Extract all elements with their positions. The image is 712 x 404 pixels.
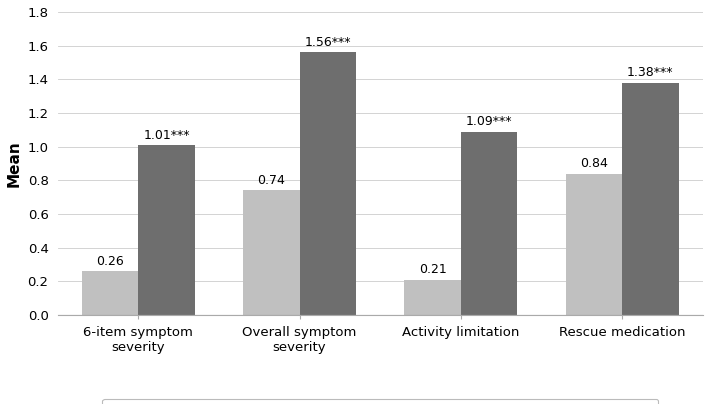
Bar xyxy=(138,145,195,315)
Text: 0.26: 0.26 xyxy=(96,255,124,268)
Text: 1.09***: 1.09*** xyxy=(466,115,513,128)
Bar xyxy=(566,174,622,315)
Text: 0.84: 0.84 xyxy=(580,157,608,170)
Legend: E-RS symptom score ≤ sample median, E-RS symptom score > sample median: E-RS symptom score ≤ sample median, E-RS… xyxy=(102,399,659,404)
Text: 0.21: 0.21 xyxy=(419,263,446,276)
Text: 0.74: 0.74 xyxy=(258,174,286,187)
Bar xyxy=(82,271,138,315)
Bar xyxy=(300,53,356,315)
Bar xyxy=(622,83,679,315)
Bar xyxy=(243,190,300,315)
Bar xyxy=(461,132,518,315)
Text: 1.01***: 1.01*** xyxy=(143,128,190,142)
Text: 1.38***: 1.38*** xyxy=(627,66,674,79)
Bar xyxy=(404,280,461,315)
Text: 1.56***: 1.56*** xyxy=(305,36,351,49)
Y-axis label: Mean: Mean xyxy=(7,140,22,187)
